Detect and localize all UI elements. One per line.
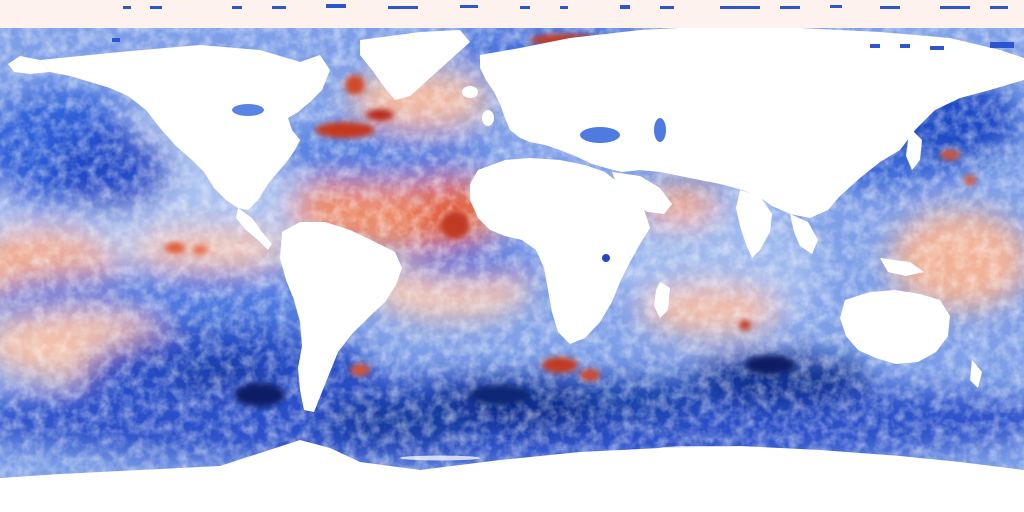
landmass-antarctica: [0, 440, 1024, 512]
land: [0, 26, 1024, 512]
landmass-new-zealand: [970, 360, 982, 388]
landmass-africa: [470, 158, 650, 344]
small-features: [226, 86, 666, 262]
sea-caspian: [654, 118, 666, 142]
landmass-eurasia: [480, 26, 1024, 218]
landmass-central-america: [236, 208, 272, 250]
landmass-india: [736, 190, 772, 258]
landmass-scandinavia: [505, 55, 545, 100]
landmass-alaska: [8, 56, 50, 74]
arctic-edge-dashes: [112, 4, 1014, 50]
arctic-ice-mask: [0, 0, 1024, 28]
southern-ice-edge: [0, 446, 954, 498]
landmass-greenland: [360, 30, 470, 100]
landmass-arabia: [612, 172, 672, 214]
landmass-north-america: [40, 45, 330, 210]
lake-victoria: [602, 254, 610, 262]
lake-great-lakes: [232, 104, 264, 116]
island-british-isles: [482, 110, 494, 126]
landmass-new-guinea: [880, 258, 924, 276]
island-iceland: [462, 86, 478, 98]
landmass-south-america: [280, 222, 402, 412]
landmass-australia: [840, 290, 950, 364]
landmass-japan: [906, 128, 922, 170]
landmass-madagascar: [654, 282, 670, 318]
island-cuba: [226, 180, 238, 186]
sea-black-sea: [580, 127, 620, 143]
anomaly-hotspots: [165, 34, 976, 407]
landmass-southeast-asia: [790, 214, 818, 254]
